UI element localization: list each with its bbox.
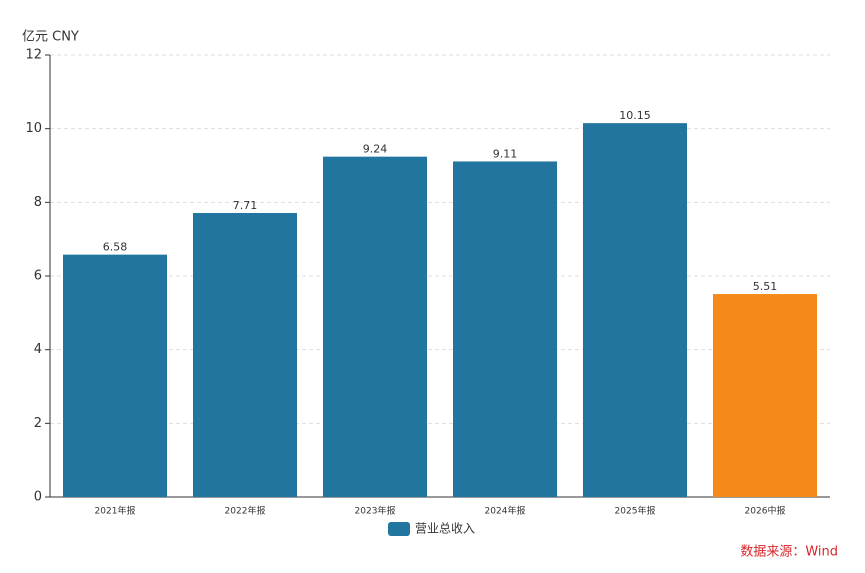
legend-label: 营业总收入 [415,522,475,536]
bar [583,123,687,498]
bar [193,213,297,497]
data-label: 7.71 [233,199,258,212]
data-label: 9.24 [363,143,388,156]
x-tick-label: 2025年报 [615,505,656,517]
y-axis-label: 亿元 CNY [22,30,79,45]
y-tick-label: 8 [34,195,42,210]
data-label: 10.15 [619,109,651,122]
source-note: 数据来源：Wind [740,545,838,560]
x-tick-label: 2024年报 [485,505,526,517]
data-label: 6.58 [103,241,128,254]
data-label: 5.51 [753,280,778,293]
x-tick-label: 2022年报 [225,505,266,517]
legend-swatch [388,522,410,536]
y-tick-label: 6 [34,269,42,284]
y-tick-label: 10 [25,121,42,136]
bar [323,156,427,497]
y-tick-label: 0 [34,490,42,505]
x-tick-label: 2021年报 [95,505,136,517]
x-tick-label: 2023年报 [355,505,396,517]
x-tick-label: 2026中报 [745,505,786,517]
y-tick-label: 12 [25,48,42,63]
bar [63,254,167,497]
bar [453,161,557,497]
bar [713,294,817,497]
y-tick-label: 2 [34,416,42,431]
y-tick-label: 4 [34,342,42,357]
data-label: 9.11 [493,147,518,160]
